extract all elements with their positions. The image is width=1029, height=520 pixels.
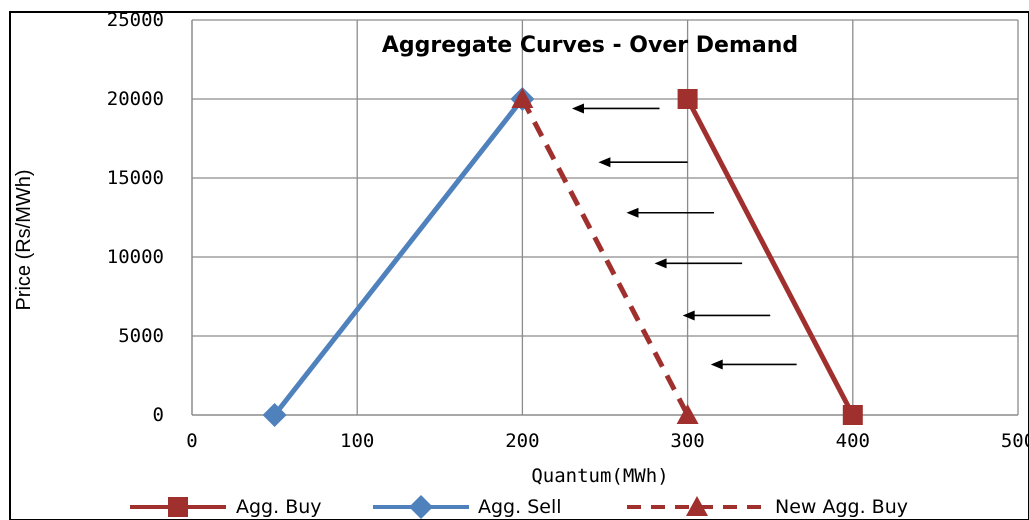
legend-marker-2 — [686, 496, 708, 516]
series-marker-2 — [511, 88, 534, 108]
annotation-arrowhead — [571, 103, 584, 114]
chart-title: Aggregate Curves - Over Demand — [382, 33, 798, 58]
annotation-layer — [571, 103, 797, 370]
y-tick-label: 20000 — [107, 88, 164, 110]
axes: 0 5000 10000 15000 20000 25000 0 100 200 300 400 50… — [107, 9, 1029, 452]
y-tick-label: 0 — [153, 404, 164, 426]
x-tick-label: 400 — [836, 430, 870, 452]
series-line-0 — [685, 97, 856, 417]
legend-marker-1 — [409, 495, 433, 519]
x-tick-label: 200 — [505, 430, 539, 452]
series-marker-0 — [842, 405, 863, 425]
series-line-1 — [272, 97, 525, 417]
annotation-arrowhead — [598, 157, 611, 168]
annotation-arrowhead — [654, 258, 667, 269]
legend-marker-0 — [168, 497, 188, 517]
x-tick-label: 500 — [1001, 430, 1029, 452]
legend-label-0: Agg. Buy — [236, 496, 322, 518]
annotation-arrowhead — [710, 359, 723, 370]
y-tick-label: 15000 — [107, 167, 164, 189]
grid — [192, 19, 1019, 415]
y-axis-label: Price (Rs/MWh) — [13, 169, 35, 310]
legend: Agg. Buy Agg. Sell New Agg. Buy — [130, 495, 908, 519]
x-tick-label: 0 — [186, 430, 197, 452]
y-tick-label: 10000 — [107, 246, 164, 268]
series-marker-1 — [262, 403, 287, 427]
annotation-arrowhead — [626, 207, 639, 218]
annotation-arrowhead — [682, 310, 695, 321]
series-marker-0 — [677, 89, 698, 109]
y-tick-label: 5000 — [118, 325, 164, 347]
series-marker-2 — [676, 404, 699, 424]
series-line-2 — [520, 97, 690, 417]
legend-label-2: New Agg. Buy — [775, 496, 908, 518]
series-layer — [262, 87, 863, 427]
x-tick-label: 100 — [340, 430, 374, 452]
x-axis-label: Quantum(MWh) — [531, 465, 668, 487]
y-tick-label: 25000 — [107, 9, 164, 31]
x-tick-label: 300 — [670, 430, 704, 452]
legend-label-1: Agg. Sell — [478, 496, 562, 518]
